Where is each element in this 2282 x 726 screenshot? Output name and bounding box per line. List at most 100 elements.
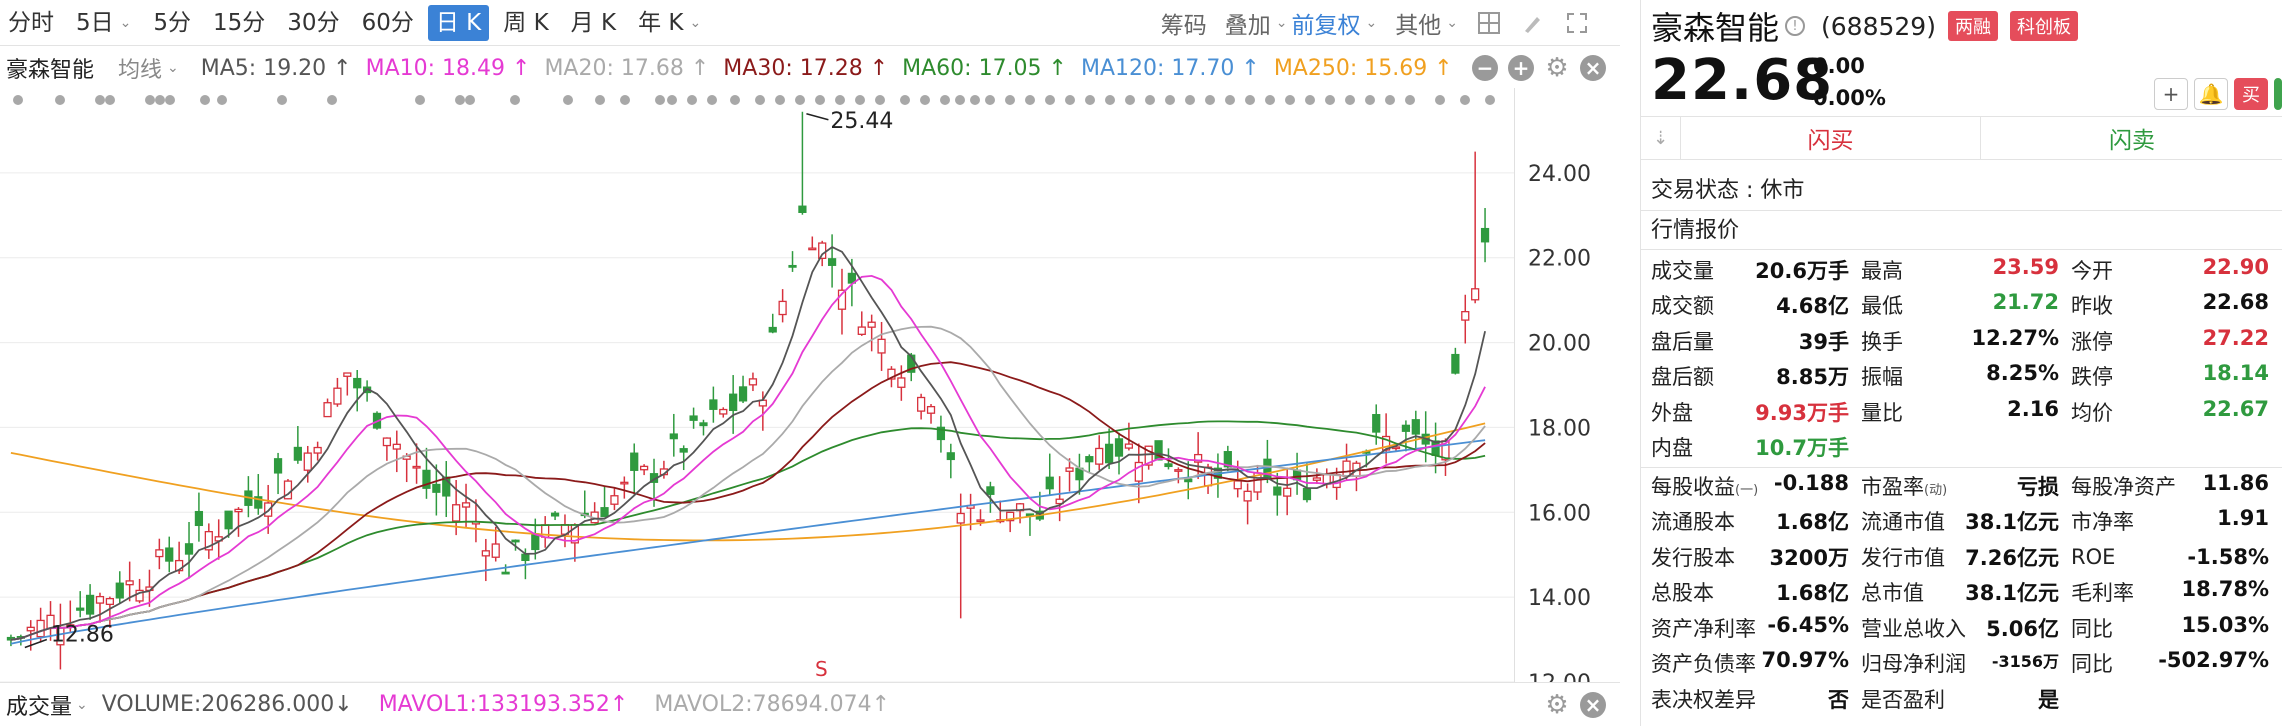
quote-value: 12.27%: [1971, 325, 2059, 350]
quote-label: 流通市值: [1861, 506, 1945, 536]
quote-cell: 资产净利率 -6.45%: [1651, 613, 1861, 643]
gear-icon[interactable]: ⚙: [1545, 690, 1569, 720]
event-dot: [875, 95, 885, 105]
candle-body: [1480, 227, 1490, 243]
period-tab[interactable]: 周 K: [495, 5, 556, 41]
chip-button[interactable]: 筹码: [1160, 13, 1207, 39]
period-tab[interactable]: 月 K: [563, 5, 624, 41]
buy-button[interactable]: 买: [2234, 78, 2268, 110]
close-circle-icon[interactable]: ×: [1580, 55, 1606, 81]
ma-value: MA250: 15.69 ↑: [1273, 55, 1453, 81]
quote-label: 换手: [1861, 326, 1903, 356]
bell-icon[interactable]: 🔔: [2194, 78, 2228, 110]
fullscreen-icon[interactable]: [1564, 10, 1590, 36]
candle-body: [26, 626, 35, 632]
candle-body: [808, 247, 817, 251]
event-dot: [1225, 95, 1235, 105]
chevron-down-icon: ⌄: [1275, 15, 1288, 31]
candle-body: [956, 512, 965, 524]
event-dot: [55, 95, 65, 105]
minus-circle-icon[interactable]: −: [1472, 55, 1498, 81]
quote-label-text: 营业总收入: [1861, 616, 1966, 641]
collapse-arrow-icon[interactable]: ⇣: [1641, 116, 1681, 160]
plus-circle-icon[interactable]: +: [1508, 55, 1534, 81]
candle-body: [125, 580, 134, 586]
event-dot: [1265, 95, 1275, 105]
period-tab[interactable]: 60分: [354, 5, 422, 41]
legend-controls: − + ⚙ ×: [1462, 48, 1606, 88]
quote-value: -3156万: [1991, 652, 2059, 672]
candle-body: [1164, 463, 1173, 468]
quote-cell: 每股净资产 11.86: [2071, 471, 2281, 501]
event-dot: [730, 95, 740, 105]
ma-value: MA30: 17.28 ↑: [723, 55, 889, 81]
ma-value: MA5: 19.20 ↑: [200, 55, 352, 81]
quote-value: -6.45%: [1767, 612, 1849, 637]
info-icon[interactable]: !: [1785, 16, 1806, 36]
event-dot: [970, 95, 980, 105]
other-dropdown[interactable]: 其他 ⌄: [1395, 6, 1458, 40]
quote-label: 资产负债率: [1651, 648, 1756, 678]
event-dot: [145, 95, 155, 105]
add-watchlist-button[interactable]: +: [2154, 78, 2188, 110]
flash-buy-button[interactable]: 闪买: [1681, 116, 1981, 160]
period-tab[interactable]: 5日 ⌄: [68, 5, 139, 41]
ma-type-label: 均线: [118, 58, 163, 83]
period-tab[interactable]: 日 K: [427, 5, 490, 41]
star-market-badge: 科创板: [2009, 11, 2078, 41]
candle-body: [1471, 288, 1480, 301]
candle-body: [709, 399, 718, 410]
candle-body: [76, 607, 85, 611]
event-dot: [1365, 95, 1375, 105]
quote-value: 22.67: [2202, 396, 2269, 421]
candle-body: [778, 300, 787, 316]
quote-row: 成交额 4.68亿 最低 21.72 昨收 22.68: [1651, 288, 2281, 324]
period-tab[interactable]: 5分: [145, 5, 199, 41]
draw-pen-icon[interactable]: [1520, 10, 1546, 36]
quote-value: 9.93万手: [1755, 400, 1849, 425]
quote-label: 每股净资产: [2071, 471, 2176, 501]
volume-legend: 成交量 ⌄ VOLUME:206286.000↓ MAVOL1:133193.35…: [0, 682, 1620, 726]
quote-cell: 流通股本 1.68亿: [1651, 506, 1861, 536]
candle-body: [36, 619, 45, 638]
period-tab[interactable]: 年 K ⌄: [630, 5, 709, 41]
period-tab[interactable]: 30分: [279, 5, 347, 41]
quote-label-text: 毛利率: [2071, 581, 2134, 606]
close-circle-icon[interactable]: ×: [1580, 692, 1606, 718]
candle-body: [1134, 461, 1143, 482]
change-percent: 0.00%: [1813, 86, 1886, 110]
flash-sell-button[interactable]: 闪卖: [2109, 128, 2155, 154]
ma-type-dropdown[interactable]: 均线 ⌄: [118, 52, 179, 84]
quote-row: 流通股本 1.68亿 流通市值 38.1亿元 市净率 1.91: [1651, 504, 2282, 540]
grid-layout-icon[interactable]: [1476, 10, 1502, 36]
period-tabs: 分时 5日 ⌄ 5分 15分 30分 60分日 K 周 K 月 K 年 K ⌄: [0, 0, 715, 46]
sell-button[interactable]: [2274, 78, 2282, 110]
adjust-dropdown[interactable]: 前复权 ⌄: [1292, 6, 1378, 40]
overlay-dropdown[interactable]: 叠加 ⌄: [1225, 6, 1288, 40]
quote-value: 22.90: [2202, 254, 2269, 279]
gear-icon[interactable]: ⚙: [1545, 53, 1569, 83]
kline-chart[interactable]: 24.00 22.00 20.00 18.00 16.00 14.00 12.00 25.44…: [0, 88, 1620, 682]
candle-body: [353, 377, 362, 389]
quote-row: 内盘 10.7万手: [1651, 430, 2281, 466]
candle-body: [1114, 438, 1124, 457]
candle-body: [1243, 490, 1252, 502]
quote-value: 22.68: [2202, 290, 2269, 315]
quote-value: 70.97%: [1761, 648, 1849, 673]
quote-label: 成交额: [1651, 290, 1714, 320]
period-tab[interactable]: 15分: [205, 5, 273, 41]
indicator-dropdown[interactable]: 成交量 ⌄: [6, 689, 88, 721]
quote-label: 发行市值: [1861, 542, 1945, 572]
quote-label-text: 资产负债率: [1651, 652, 1756, 677]
quote-value: 38.1亿元: [1965, 510, 2059, 535]
period-tab[interactable]: 分时: [0, 5, 62, 41]
quote-label: 表决权差异: [1651, 684, 1756, 714]
candle-body: [511, 539, 520, 543]
quote-value: 1.68亿: [1776, 510, 1849, 535]
event-dot: [165, 95, 175, 105]
quote-label: 流通股本: [1651, 506, 1735, 536]
candle-body: [85, 594, 95, 615]
y-tick-label: 24.00: [1528, 162, 1591, 187]
quote-cell: 总股本 1.68亿: [1651, 577, 1861, 607]
quote-label-text: 盘后额: [1651, 365, 1714, 390]
